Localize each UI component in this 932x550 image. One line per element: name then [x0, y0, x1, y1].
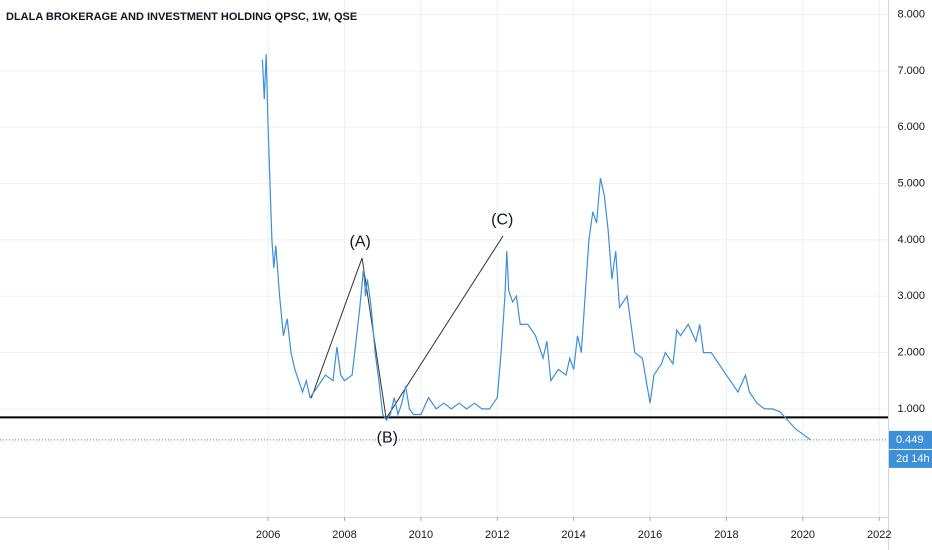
y-tick-label: 7.000 [897, 65, 925, 77]
x-tick-label: 2020 [791, 529, 815, 541]
wave-label: (C) [491, 211, 513, 228]
y-tick-label: 2.000 [897, 346, 925, 358]
x-tick-label: 2008 [332, 529, 356, 541]
x-tick-label: 2016 [638, 529, 662, 541]
wave-label: (A) [350, 233, 371, 250]
x-tick-label: 2012 [485, 529, 509, 541]
y-tick-label: 3.000 [897, 290, 925, 302]
x-tick-label: 2014 [561, 529, 585, 541]
y-tick-label: 6.000 [897, 121, 925, 133]
last-price-label: 0.449 [896, 434, 924, 446]
chart-title: DLALA BROKERAGE AND INVESTMENT HOLDING Q… [6, 11, 357, 23]
y-tick-label: 1.000 [897, 403, 925, 415]
grid [0, 0, 888, 517]
countdown-box [889, 449, 932, 468]
x-tick-label: 2006 [256, 529, 280, 541]
y-tick-label: 5.000 [897, 178, 925, 190]
y-tick-label: 4.000 [897, 234, 925, 246]
x-tick-label: 2010 [409, 529, 433, 541]
x-tick-label: 2022 [867, 529, 891, 541]
wave-label: (B) [377, 429, 398, 446]
last-price-box [889, 430, 932, 449]
x-tick-label: 2018 [714, 529, 738, 541]
y-tick-label: 8.000 [897, 9, 925, 21]
countdown-label: 2d 14h [896, 453, 930, 465]
price-line [261, 54, 811, 441]
